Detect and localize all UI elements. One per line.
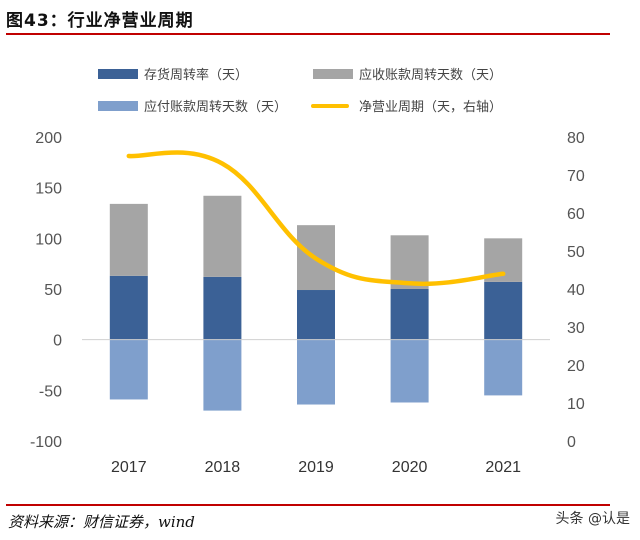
chart-title: 图43：行业净营业周期 [6,11,194,31]
left-tick-label: 100 [35,231,62,248]
right-tick-label: 80 [567,130,585,147]
right-tick-label: 50 [567,244,585,261]
right-tick-label: 30 [567,320,585,337]
x-axis: 2017 2018 2019 2020 2021 [82,339,550,476]
legend-label: 存货周转率（天） [144,67,248,83]
bar-receivable [390,235,429,289]
left-tick-label: -50 [39,383,62,400]
left-tick-label: 0 [53,333,62,350]
bar-inventory [109,275,148,340]
legend-label: 应付账款周转天数（天） [144,99,287,115]
right-axis-ticks: 80 70 60 50 40 30 20 10 0 [567,130,585,451]
legend-label: 净营业周期（天，右轴） [359,100,502,115]
right-tick-label: 20 [567,358,585,375]
title-divider [6,33,610,35]
bar-receivable [109,203,148,276]
bar-payable [109,339,148,400]
bar-payable [390,339,429,403]
right-tick-label: 40 [567,282,585,299]
legend-swatch-0 [98,69,138,79]
left-axis-ticks: 200 150 100 50 0 -50 -100 [30,130,62,451]
footer-divider [6,504,610,506]
legend-label: 应收账款周转天数（天） [359,67,502,83]
x-tick-label: 2021 [485,459,521,476]
left-tick-label: 50 [44,282,62,299]
left-tick-label: 150 [35,181,62,198]
bar-receivable [203,195,242,277]
x-tick-label: 2020 [392,459,428,476]
right-tick-label: 10 [567,396,585,413]
bar-payable [203,339,242,411]
bar-inventory [390,289,429,340]
right-tick-label: 60 [567,206,585,223]
bar-inventory [297,290,335,340]
right-tick-label: 0 [567,434,576,451]
cycle-line [126,150,506,287]
chart-canvas: 存货周转率（天） 应收账款周转天数（天） 应付账款周转天数（天） 净营业周期（天，右轴… [30,67,585,476]
source-note: 资料来源：财信证券，wind [8,513,195,531]
right-tick-label: 70 [567,168,585,185]
left-tick-label: -100 [30,434,62,451]
bar-inventory [484,281,523,340]
legend: 存货周转率（天） 应收账款周转天数（天） 应付账款周转天数（天） 净营业周期（天，右轴… [98,67,502,115]
x-tick-label: 2019 [298,459,334,476]
cycle-line-path [126,150,506,287]
bar-payable [484,339,523,396]
legend-swatch-1 [313,69,353,79]
bar-payable [297,339,335,405]
bars [109,195,523,411]
bar-inventory [203,276,242,340]
x-tick-label: 2018 [205,459,241,476]
left-tick-label: 200 [35,130,62,147]
x-tick-label: 2017 [111,459,147,476]
watermark: 头条 @认是 [555,511,630,527]
legend-swatch-2 [98,101,138,111]
